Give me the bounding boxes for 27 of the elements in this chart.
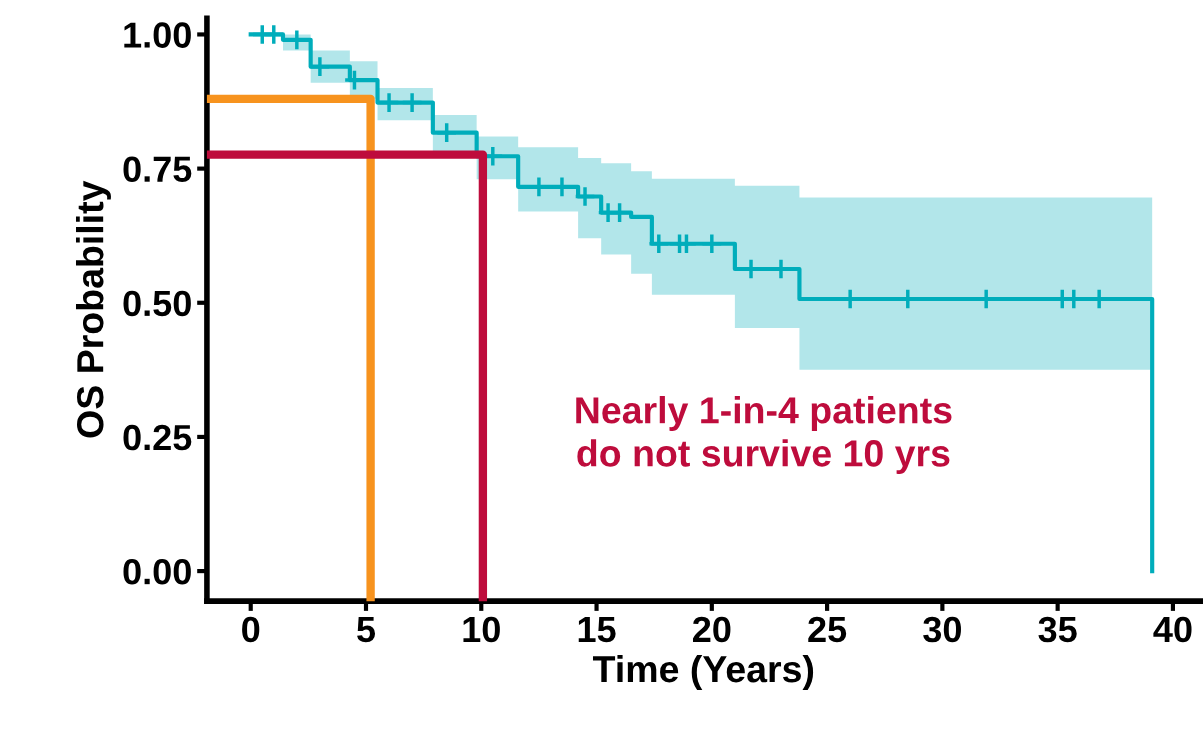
y-axis-title: OS Probability	[75, 180, 111, 438]
annotation: Nearly 1-in-4 patients do not survive 10 yrs	[576, 396, 952, 475]
point	[608, 201, 631, 224]
point	[308, 55, 331, 78]
point	[401, 91, 424, 114]
x-tick-label: 5	[357, 617, 376, 643]
point	[647, 232, 670, 255]
y-tick-label: 0.75	[123, 156, 192, 183]
x-axis-title: Time (Years)	[593, 654, 814, 690]
x-tick-label: 25	[808, 616, 847, 643]
y-tick-label: 1.00	[124, 22, 191, 48]
x-tick-label: 30	[923, 616, 961, 643]
point	[700, 232, 723, 255]
point	[262, 23, 285, 46]
x-tick-label: 35	[1038, 616, 1077, 643]
x-tick-label: 20	[693, 616, 731, 643]
x-tick-label: 0	[242, 616, 260, 643]
y-tick-label: 0.50	[123, 290, 191, 317]
x-tick-label: 10	[463, 616, 500, 643]
x-tick-label: 40	[1153, 616, 1192, 643]
point	[675, 232, 698, 255]
y-tick-label: 0.00	[123, 558, 191, 585]
y-tick-label: 0.25	[123, 424, 192, 451]
point	[435, 121, 458, 144]
x-tick-label: 15	[578, 617, 616, 643]
point	[377, 91, 401, 114]
point	[573, 185, 597, 208]
